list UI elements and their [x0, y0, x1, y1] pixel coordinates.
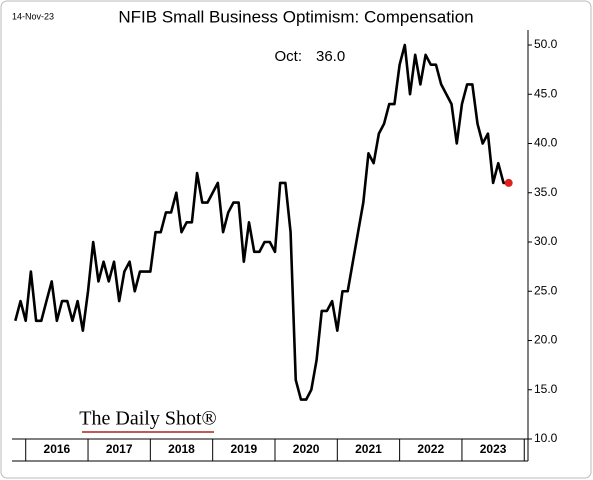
x-tick-label: 2021: [355, 442, 382, 456]
annotation: Oct:: [274, 48, 302, 65]
y-tick-label: 35.0: [534, 185, 558, 199]
source-logo: The Daily Shot®: [79, 408, 216, 430]
x-tick-label: 2017: [106, 442, 133, 456]
x-tick-label: 2020: [293, 442, 320, 456]
x-tick-label: 2019: [230, 442, 257, 456]
y-tick-label: 45.0: [534, 86, 558, 100]
x-tick-label: 2016: [44, 442, 71, 456]
x-tick-label: 2023: [480, 442, 507, 456]
y-tick-label: 20.0: [534, 333, 558, 347]
x-tick-label: 2018: [168, 442, 195, 456]
y-tick-label: 15.0: [534, 382, 558, 396]
y-tick-label: 40.0: [534, 136, 558, 150]
y-tick-label: 50.0: [534, 37, 558, 51]
y-tick-label: 25.0: [534, 283, 558, 297]
y-tick-label: 30.0: [534, 234, 558, 248]
last-point: [504, 178, 513, 187]
date: 14-Nov-23: [12, 11, 54, 21]
line-series: [14, 43, 509, 401]
y-tick-label: 10.0: [534, 431, 558, 445]
chart-title: NFIB Small Business Optimism: Compensati…: [118, 7, 473, 26]
last-value-label: 36.0: [316, 48, 345, 65]
x-tick-label: 2022: [417, 442, 444, 456]
